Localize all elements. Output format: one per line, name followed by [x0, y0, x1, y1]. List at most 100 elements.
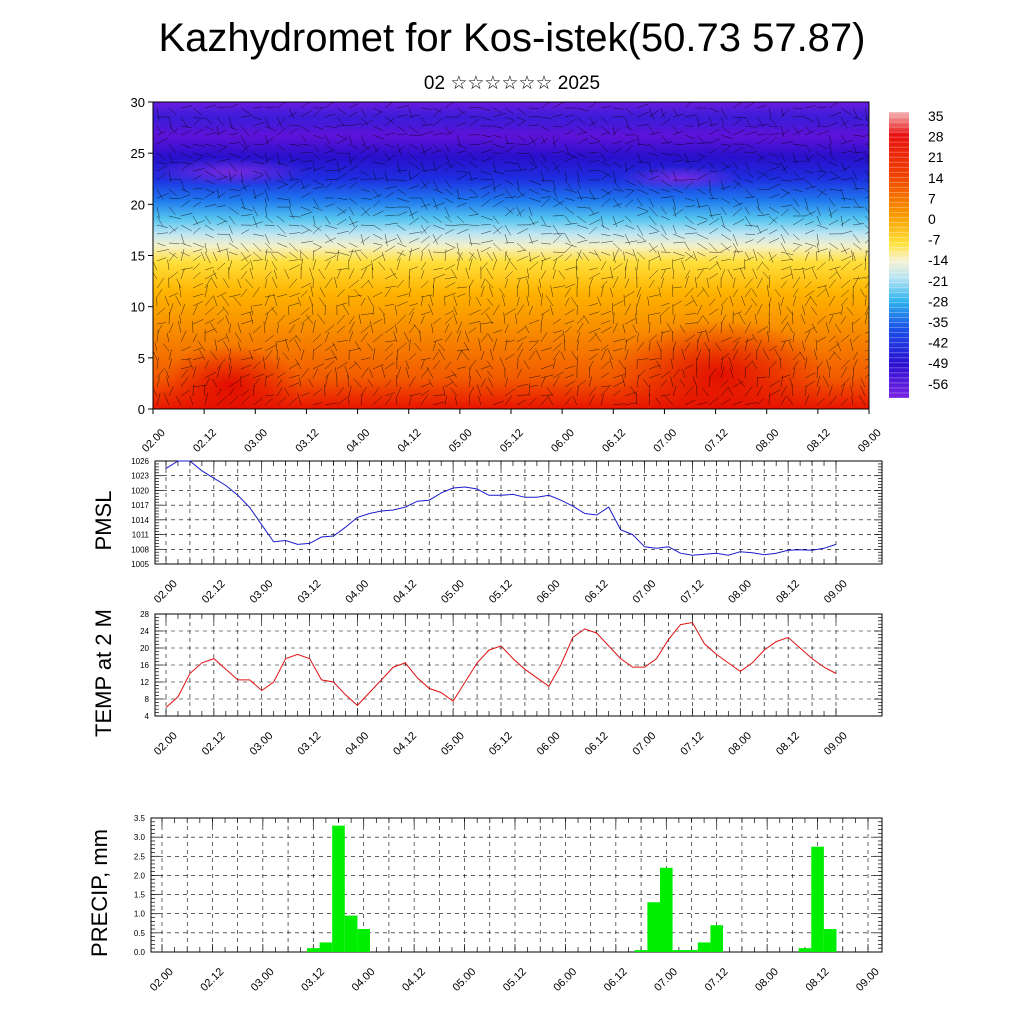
wind-barb	[696, 304, 703, 316]
wind-barb	[852, 151, 866, 154]
wind-barb	[312, 143, 319, 152]
wind-barb	[804, 290, 815, 298]
wind-barb	[850, 385, 854, 397]
wind-barb	[312, 215, 316, 226]
wind-barb	[468, 321, 481, 325]
wind-barb	[564, 297, 570, 307]
wind-barb	[696, 332, 703, 343]
wind-barb	[804, 179, 815, 188]
wind-barb	[708, 107, 720, 113]
wind-barb	[432, 285, 434, 298]
wind-barb	[600, 360, 610, 370]
wind-barb	[624, 144, 634, 154]
wind-barb	[720, 164, 731, 172]
wind-barb	[504, 107, 514, 115]
wind-barb	[684, 197, 694, 202]
wind-barb	[528, 116, 541, 118]
wind-barb	[708, 242, 718, 252]
wind-barb	[720, 305, 724, 316]
wind-barb	[744, 321, 751, 334]
wind-barb	[480, 262, 488, 271]
y-tick-label: 20	[140, 644, 149, 653]
wind-barb	[635, 304, 638, 316]
wind-barb	[420, 390, 430, 397]
wind-barb	[360, 313, 374, 316]
wind-barb	[792, 276, 801, 289]
x-tick-label: 06.00	[551, 966, 579, 994]
wind-barb	[336, 340, 348, 343]
wind-barb	[828, 102, 838, 109]
wind-barb	[372, 134, 385, 140]
wind-barb	[354, 250, 362, 262]
wind-barb	[528, 384, 538, 388]
wind-barb	[681, 348, 686, 361]
wind-barb	[516, 134, 526, 142]
wind-barb	[804, 105, 816, 109]
wind-barb	[179, 314, 182, 325]
wind-barb	[696, 121, 708, 127]
wind-barb	[804, 380, 816, 388]
wind-barb	[492, 200, 504, 208]
wind-barb	[792, 296, 797, 307]
wind-barb	[348, 206, 355, 216]
wind-barb	[692, 376, 698, 388]
wind-barb	[576, 224, 589, 229]
wind-barb	[840, 260, 851, 271]
wind-barb	[288, 292, 300, 298]
wind-barb	[576, 340, 579, 352]
wind-barb	[252, 397, 264, 406]
colorbar-label: 0	[928, 211, 936, 227]
wind-barb	[864, 340, 869, 343]
wind-barb	[204, 273, 217, 280]
wind-barb	[786, 306, 794, 316]
wind-barb	[780, 323, 788, 334]
wind-barb	[468, 251, 477, 260]
wind-barb	[516, 296, 520, 307]
wind-barb	[237, 279, 242, 289]
wind-barb	[432, 341, 437, 352]
wind-barb	[612, 300, 624, 307]
wind-barb	[612, 220, 624, 226]
wind-barb	[540, 257, 552, 262]
wind-barb	[228, 141, 241, 145]
wind-barb	[612, 197, 621, 209]
wind-barb	[864, 304, 869, 316]
wind-barb	[696, 233, 709, 240]
wind-barb	[384, 116, 395, 124]
wind-barb	[300, 282, 312, 289]
wind-barb	[804, 330, 811, 343]
wind-barb	[768, 229, 778, 235]
wind-barb	[756, 155, 765, 163]
wind-barb	[840, 315, 847, 325]
wind-barb	[228, 152, 241, 158]
wind-barb	[384, 154, 396, 163]
wind-barb	[600, 116, 609, 125]
wind-barb	[372, 110, 383, 118]
wind-barb	[312, 166, 325, 172]
wind-barb	[228, 365, 232, 379]
wind-barb	[456, 188, 460, 200]
wind-barb	[199, 349, 206, 361]
wind-barb	[336, 325, 346, 334]
wind-barb	[288, 242, 299, 252]
wind-barb	[372, 194, 383, 199]
wind-barb	[348, 152, 352, 166]
wind-barb	[383, 313, 386, 325]
wind-barb	[384, 191, 395, 199]
wind-barb	[780, 385, 787, 397]
wind-barb	[249, 332, 254, 343]
wind-barb	[288, 107, 294, 119]
wind-barb	[732, 161, 739, 170]
wind-barb	[756, 228, 768, 235]
wind-barb	[300, 224, 313, 232]
wind-barb	[180, 163, 190, 172]
y-tick-label: 1005	[131, 560, 149, 569]
wind-barb	[564, 320, 574, 325]
wind-barb	[492, 113, 506, 118]
wind-barb	[552, 342, 562, 352]
wind-barb	[360, 393, 363, 406]
wind-barb	[252, 143, 265, 145]
wind-barb	[168, 252, 176, 262]
wind-barb	[504, 116, 515, 121]
wind-barb	[792, 178, 806, 181]
